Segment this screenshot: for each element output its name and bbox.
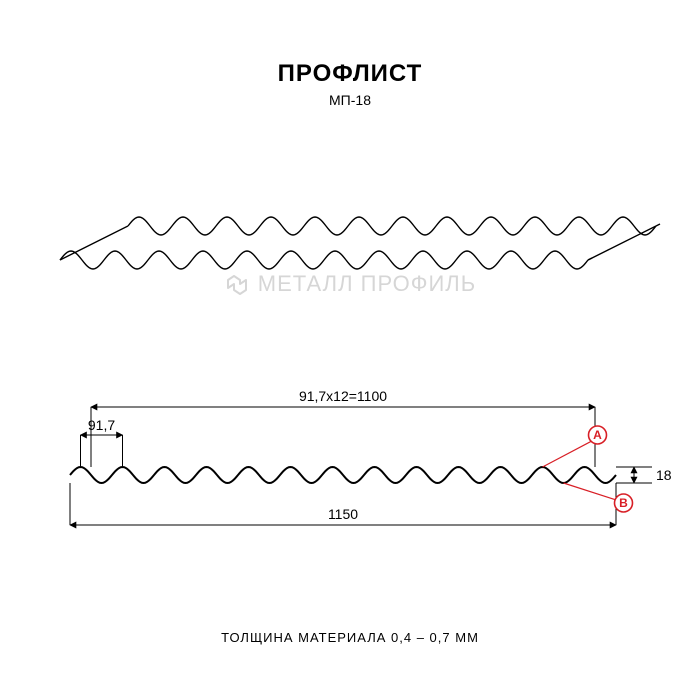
cross-section-diagram: 91,7x12=1100 91,7 1150 18 A B [0, 365, 700, 565]
svg-text:91,7: 91,7 [88, 417, 115, 433]
svg-text:1150: 1150 [328, 506, 358, 522]
svg-text:A: A [593, 428, 602, 442]
page-title: ПРОФЛИСТ [0, 60, 700, 88]
page: ПРОФЛИСТ МП-18 МЕТАЛЛ ПРОФИЛЬ 91,7x12=11… [0, 0, 700, 700]
svg-text:18: 18 [656, 467, 672, 483]
svg-text:91,7x12=1100: 91,7x12=1100 [299, 388, 387, 404]
page-subtitle: МП-18 [0, 92, 700, 108]
footer-text: ТОЛЩИНА МАТЕРИАЛА 0,4 – 0,7 ММ [0, 630, 700, 645]
svg-text:B: B [619, 496, 628, 510]
iso-wave-diagram [0, 140, 700, 290]
